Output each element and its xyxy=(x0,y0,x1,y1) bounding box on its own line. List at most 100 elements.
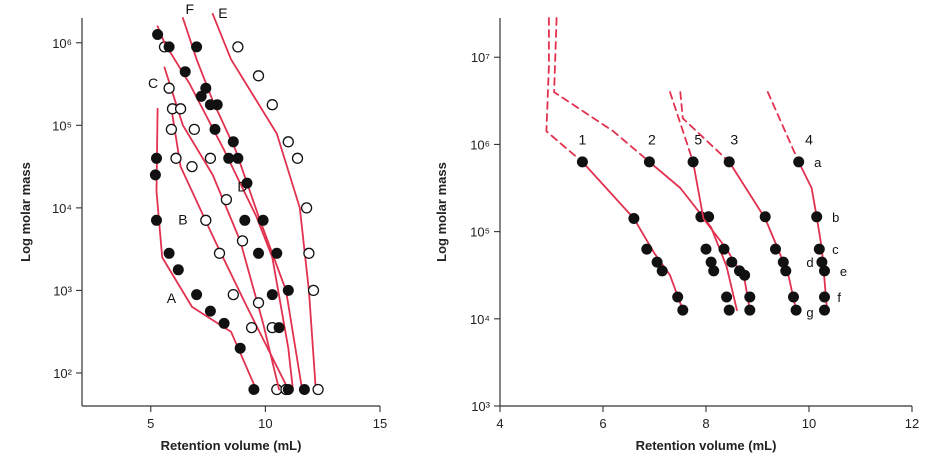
series-line-dashed xyxy=(669,91,694,163)
x-tick-label: 6 xyxy=(599,416,606,431)
data-point xyxy=(819,265,830,277)
data-point xyxy=(232,152,244,164)
data-point-open xyxy=(204,152,217,164)
data-point xyxy=(195,90,207,102)
data-point-open xyxy=(200,214,212,226)
data-point xyxy=(656,265,668,277)
data-point-open xyxy=(174,103,187,115)
data-point xyxy=(819,304,830,316)
data-point-open xyxy=(300,202,313,214)
series-label: 4 xyxy=(805,131,813,147)
y-tick-label: 10³ xyxy=(471,399,490,414)
data-point-open xyxy=(165,123,178,136)
data-point xyxy=(163,41,175,53)
data-point xyxy=(723,156,735,168)
data-point xyxy=(576,156,588,168)
series-line xyxy=(182,17,303,391)
data-point xyxy=(793,156,805,168)
data-point-open xyxy=(236,235,249,247)
data-point xyxy=(204,305,216,317)
data-point xyxy=(234,342,246,354)
series-line xyxy=(797,161,828,311)
data-point xyxy=(677,304,689,316)
series-line xyxy=(692,161,751,311)
y-tick-label: 10² xyxy=(53,366,72,381)
y-tick-label: 10⁴ xyxy=(52,201,72,216)
data-point xyxy=(298,384,310,395)
data-point xyxy=(813,243,825,255)
series-label: C xyxy=(148,75,158,91)
data-point xyxy=(266,289,278,301)
x-tick-label: 12 xyxy=(905,416,919,431)
data-point-open xyxy=(282,136,294,148)
series-label: 2 xyxy=(648,131,656,147)
data-point xyxy=(209,123,221,135)
data-point xyxy=(253,247,264,259)
data-point-open xyxy=(307,284,320,297)
data-point xyxy=(227,136,239,148)
data-point xyxy=(641,243,653,255)
point-label: a xyxy=(814,155,822,170)
data-point xyxy=(223,152,235,164)
data-point xyxy=(744,304,756,316)
data-point xyxy=(211,99,223,111)
data-point xyxy=(172,264,184,276)
point-label: c xyxy=(832,242,839,257)
data-point xyxy=(273,322,285,334)
data-point-open xyxy=(170,152,182,164)
series-line xyxy=(170,107,290,391)
data-point xyxy=(191,289,203,301)
y-tick-label: 10⁴ xyxy=(470,312,490,327)
left-chart-panel: 5 10 15 10² 10³ 10⁴ 10⁵ 10⁶ Retention volume (mL… xyxy=(18,1,387,453)
series-line xyxy=(648,161,738,311)
data-point xyxy=(163,247,175,259)
y-tick-label: 10⁵ xyxy=(52,118,72,133)
data-point xyxy=(726,256,738,268)
series-1: 1 xyxy=(545,17,689,316)
x-tick-label: 4 xyxy=(496,416,503,431)
series-label: B xyxy=(178,211,187,227)
data-point xyxy=(282,284,294,296)
data-point-open xyxy=(232,41,244,53)
series-c: C xyxy=(148,41,292,396)
data-point xyxy=(739,269,751,281)
data-point xyxy=(628,213,640,224)
data-point xyxy=(770,243,781,255)
data-point xyxy=(271,247,283,259)
data-point xyxy=(151,152,162,164)
series-line-dashed xyxy=(545,17,584,163)
data-point-open xyxy=(252,70,265,82)
data-point xyxy=(744,291,756,303)
series-line xyxy=(163,66,280,391)
data-point-open xyxy=(303,247,315,259)
point-label: g xyxy=(806,305,813,320)
data-point xyxy=(248,384,260,395)
data-point xyxy=(819,291,830,303)
series-line-dashed xyxy=(766,91,800,163)
data-point xyxy=(790,304,802,316)
series-label: 5 xyxy=(694,131,702,147)
data-point xyxy=(218,317,230,329)
y-tick-label: 10⁵ xyxy=(470,225,490,240)
data-point-open xyxy=(213,247,226,259)
data-point-open xyxy=(163,82,175,94)
series-line-dashed xyxy=(679,91,731,163)
data-point xyxy=(708,265,720,277)
data-point xyxy=(643,156,655,168)
point-label: b xyxy=(832,210,839,225)
x-tick-label: 10 xyxy=(258,416,272,431)
data-point-open xyxy=(252,297,265,309)
y-axis-title: Log molar mass xyxy=(18,162,33,262)
data-point xyxy=(151,214,162,226)
data-point xyxy=(718,243,730,255)
data-point xyxy=(687,156,699,168)
series-5: 5 xyxy=(669,91,756,316)
series-label: E xyxy=(218,5,227,21)
data-point xyxy=(152,29,164,40)
series-f: F xyxy=(182,1,310,395)
data-point xyxy=(257,214,269,226)
x-tick-label: 8 xyxy=(702,416,709,431)
data-point xyxy=(700,243,712,255)
